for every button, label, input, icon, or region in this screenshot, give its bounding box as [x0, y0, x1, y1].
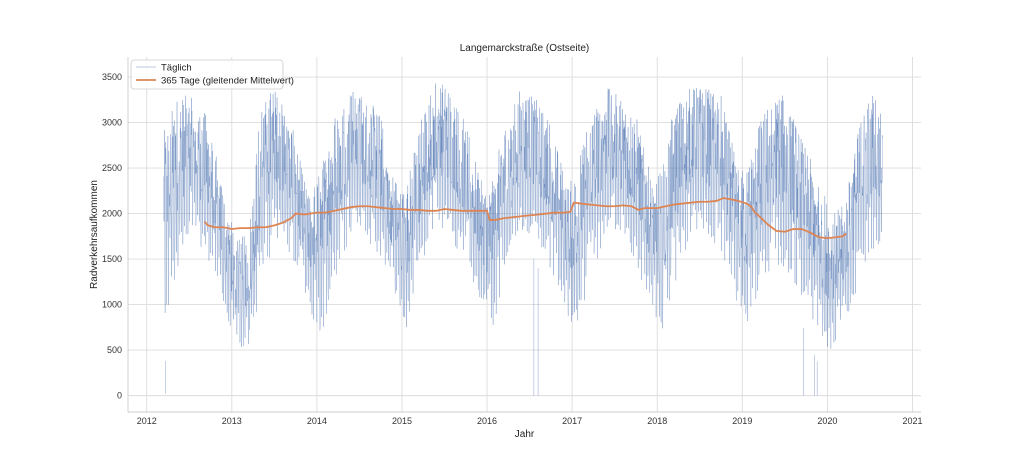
daily-line: [163, 83, 883, 349]
x-axis-ticks: 2012 2013 2014 2015 2016 2017 2018 2019 2020 2021: [137, 416, 923, 426]
legend-label-daily: Täglich: [161, 63, 192, 74]
y-tick-label: 1000: [102, 300, 122, 310]
x-tick-label: 2013: [222, 416, 242, 426]
rolling-mean-line: [203, 197, 847, 240]
chart-title: Langemarckstraße (Ostseite): [460, 43, 590, 54]
plot-background: [128, 57, 921, 412]
x-tick-label: 2016: [477, 416, 497, 426]
y-tick-label: 0: [117, 391, 122, 401]
y-axis-ticks: 0 500 1000 1500 2000 2500 3000 3500: [102, 72, 122, 401]
x-tick-label: 2019: [732, 416, 752, 426]
legend: Täglich 365 Tage (gleitender Mittelwert): [130, 59, 294, 90]
plot-area: [127, 57, 921, 413]
x-tick-label: 2018: [647, 416, 667, 426]
rolling-mean-series: [203, 197, 847, 240]
x-tick-label: 2014: [307, 416, 327, 426]
x-tick-label: 2020: [817, 416, 837, 426]
x-tick-label: 2012: [137, 416, 157, 426]
axes-spines: [127, 57, 921, 413]
y-tick-label: 1500: [102, 254, 122, 264]
y-tick-label: 3500: [102, 72, 122, 82]
legend-label-rolling-mean: 365 Tage (gleitender Mittelwert): [161, 76, 294, 87]
x-tick-label: 2015: [392, 416, 412, 426]
y-tick-label: 3000: [102, 118, 122, 128]
y-tick-label: 500: [107, 345, 122, 355]
x-tick-label: 2021: [902, 416, 922, 426]
x-tick-label: 2017: [562, 416, 582, 426]
y-tick-label: 2500: [102, 163, 122, 173]
daily-series: [163, 83, 883, 396]
y-axis-label: Radverkehrsaufkommen: [89, 180, 100, 289]
x-axis-label: Jahr: [515, 429, 535, 440]
y-tick-label: 2000: [102, 209, 122, 219]
legend-box: [130, 59, 284, 90]
